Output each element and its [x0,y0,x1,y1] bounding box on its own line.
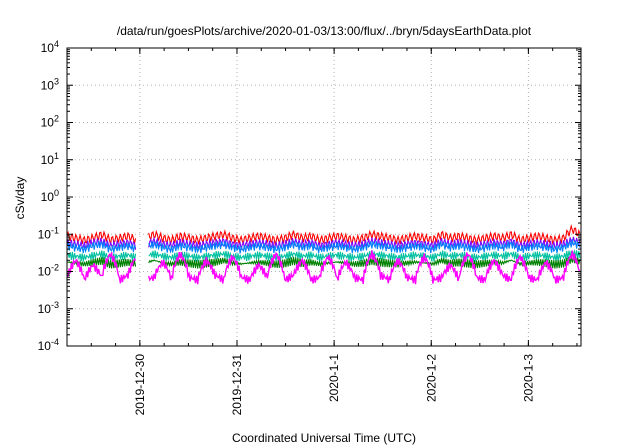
series-line [66,236,581,251]
x-axis-label: Coordinated Universal Time (UTC) [232,431,416,445]
y-tick-label: 104 [41,39,59,55]
y-tick-label: 10-2 [38,263,59,279]
series-line [66,249,581,263]
series-line [66,238,581,254]
y-tick-label: 10-4 [38,337,59,353]
y-tick-label: 100 [41,188,59,204]
x-tick-label: 2019-12-30 [133,354,147,416]
x-tick-label: 2019-12-31 [230,354,244,416]
y-tick-label: 103 [41,76,59,92]
x-tick-label: 2020-1-3 [521,354,535,402]
y-axis: 10-4 10-3 10-2 10-1 100 101 102 103 104 [38,39,581,353]
y-tick-label: 10-1 [38,225,59,241]
x-tick-label: 2020-1-1 [327,354,341,402]
y-tick-label: 101 [41,151,59,167]
series-line [66,223,581,246]
y-tick-label: 102 [41,114,59,130]
x-tick-label: 2020-1-2 [424,354,438,402]
y-tick-label: 10-3 [38,300,59,316]
series-layer [66,223,581,285]
chart-title: /data/run/goesPlots/archive/2020-01-03/1… [117,24,532,38]
series-line [66,250,581,285]
y-axis-label: cSv/day [13,177,27,220]
grid [67,48,581,346]
x-axis: 2019-12-30 2019-12-31 2020-1-1 2020-1-2 2020… [66,48,578,416]
